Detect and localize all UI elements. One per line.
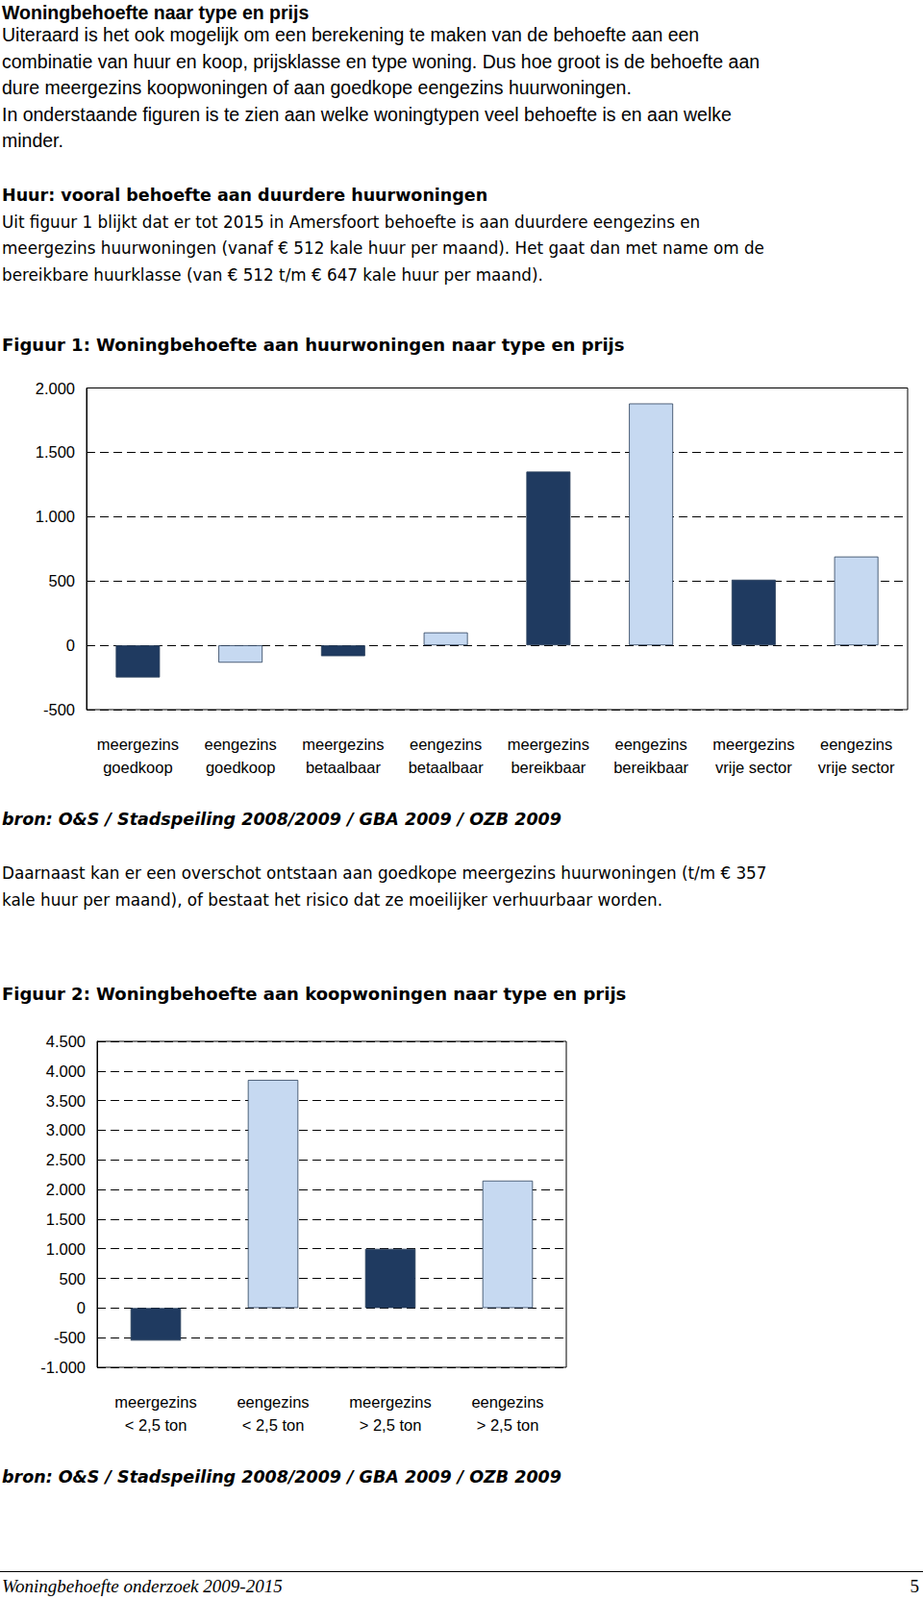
svg-text:> 2,5 ton: > 2,5 ton: [359, 1416, 423, 1434]
html-text:kale huur per maand), of besta: kale huur per maand), of bestaat het ris…: [1, 889, 663, 910]
svg-text:meergezins: meergezins: [114, 1393, 197, 1411]
svg-text:goedkoop: goedkoop: [102, 758, 174, 776]
html-text:In onderstaande figuren is te: In onderstaande figuren is te zien aan w…: [1, 103, 732, 125]
svg-text:meergezins: meergezins: [301, 735, 384, 753]
svg-text:3.500: 3.500: [46, 1092, 86, 1110]
svg-text:500: 500: [58, 1270, 86, 1288]
svg-text:eengezins: eengezins: [820, 735, 893, 753]
svg-text:vrije sector: vrije sector: [715, 758, 793, 776]
svg-text:< 2,5 ton: < 2,5 ton: [242, 1416, 305, 1434]
svg-text:meergezins: meergezins: [97, 735, 179, 753]
svg-text:3.000: 3.000: [46, 1121, 86, 1139]
svg-text:-500: -500: [53, 1328, 86, 1347]
html-text:bron: O&S / Stadspeiling 2008/: bron: O&S / Stadspeiling 2008/2009 / GBA…: [1, 809, 562, 829]
svg-text:betaalbaar: betaalbaar: [408, 758, 484, 776]
svg-text:4.000: 4.000: [46, 1062, 86, 1080]
svg-text:0: 0: [76, 1298, 86, 1317]
html-text:Daarnaast kan er een overschot: Daarnaast kan er een overschot ontstaan …: [1, 863, 767, 883]
svg-text:2.500: 2.500: [46, 1150, 86, 1169]
svg-text:2.000: 2.000: [46, 1180, 86, 1198]
html-text:Woningbehoefte naar type en pr: Woningbehoefte naar type en prijs: [1, 1, 309, 24]
svg-text:bereikbaar: bereikbaar: [613, 758, 689, 776]
svg-text:-500: -500: [43, 700, 75, 719]
html-text:Uit figuur 1 blijkt dat er tot: Uit figuur 1 blijkt dat er tot 2015 in A…: [1, 212, 701, 232]
svg-text:< 2,5 ton: < 2,5 ton: [124, 1416, 188, 1434]
html-text:meergezins huurwoningen (vanaf: meergezins huurwoningen (vanaf € 512 kal…: [1, 238, 765, 258]
html-text:Woningbehoefte onderzoek 2009-: Woningbehoefte onderzoek 2009-2015: [1, 1575, 283, 1597]
svg-text:500: 500: [48, 572, 75, 590]
html-text:Figuur 2: Woningbehoefte aan k: Figuur 2: Woningbehoefte aan koopwoninge…: [1, 983, 627, 1004]
html-text:minder.: minder.: [1, 130, 64, 152]
html-text:dure meergezins koopwoningen o: dure meergezins koopwoningen of aan goed…: [1, 77, 632, 99]
html-text:5: 5: [910, 1575, 920, 1597]
svg-text:4.500: 4.500: [46, 1032, 86, 1050]
svg-text:1.000: 1.000: [35, 507, 75, 525]
html-text:Huur: vooral behoefte aan duur: Huur: vooral behoefte aan duurdere huurw…: [1, 185, 488, 205]
svg-text:> 2,5 ton: > 2,5 ton: [476, 1416, 540, 1434]
svg-text:meergezins: meergezins: [349, 1393, 431, 1411]
html-text:bereikbare huurklasse (van € 5: bereikbare huurklasse (van € 512 t/m € 6…: [1, 265, 544, 285]
svg-text:betaalbaar: betaalbaar: [305, 758, 381, 776]
svg-text:2.000: 2.000: [35, 379, 75, 398]
svg-text:bereikbaar: bereikbaar: [510, 758, 586, 776]
svg-text:1.000: 1.000: [46, 1240, 86, 1258]
svg-text:meergezins: meergezins: [507, 735, 590, 753]
svg-text:eengezins: eengezins: [204, 735, 277, 753]
svg-text:eengezins: eengezins: [409, 735, 482, 753]
svg-text:1.500: 1.500: [35, 443, 75, 461]
html-text:bron: O&S / Stadspeiling 2008/: bron: O&S / Stadspeiling 2008/2009 / GBA…: [1, 1467, 562, 1487]
svg-text:-1.000: -1.000: [40, 1358, 86, 1376]
svg-text:goedkoop: goedkoop: [205, 758, 276, 776]
svg-text:1.500: 1.500: [46, 1210, 86, 1228]
svg-text:0: 0: [66, 636, 75, 654]
html-text:Figuur 1: Woningbehoefte aan h: Figuur 1: Woningbehoefte aan huurwoninge…: [1, 334, 625, 355]
svg-text:eengezins: eengezins: [471, 1393, 544, 1411]
svg-text:eengezins: eengezins: [615, 735, 688, 753]
html-text:Uiteraard is het ook mogelijk: Uiteraard is het ook mogelijk om een ber…: [1, 24, 700, 46]
svg-text:meergezins: meergezins: [712, 735, 795, 753]
svg-text:vrije sector: vrije sector: [818, 758, 896, 776]
svg-text:eengezins: eengezins: [236, 1393, 309, 1411]
html-text:combinatie van huur en koop, p: combinatie van huur en koop, prijsklasse…: [1, 50, 760, 72]
